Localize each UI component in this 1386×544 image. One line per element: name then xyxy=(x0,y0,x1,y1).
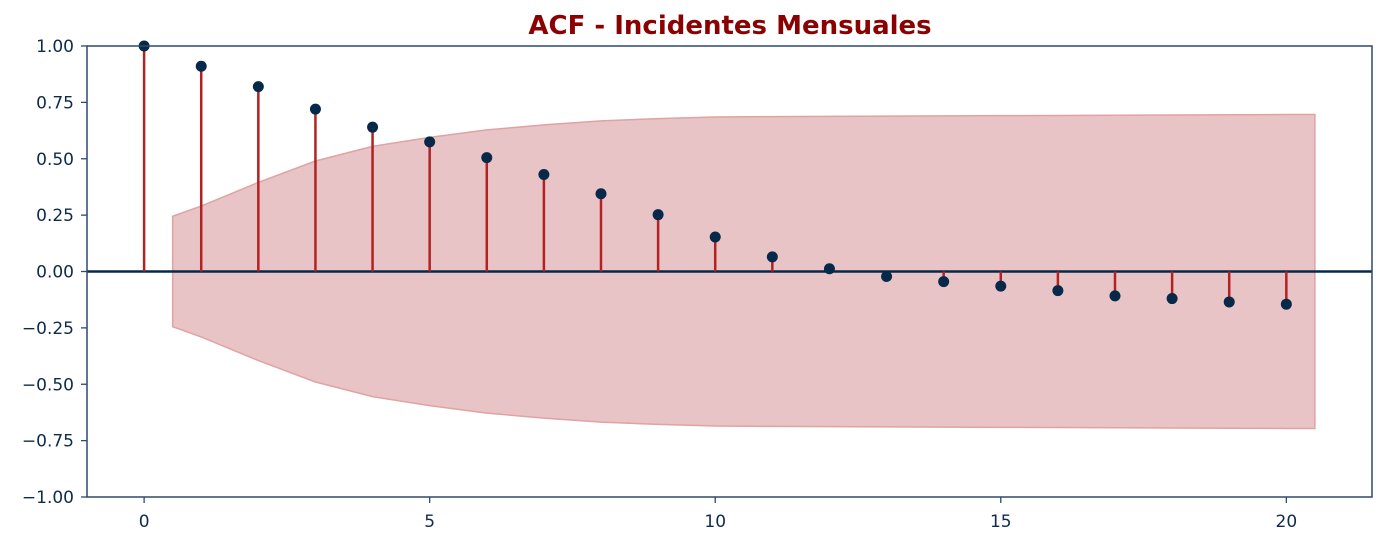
y-tick-label: −0.50 xyxy=(22,375,74,395)
x-tick-label: 10 xyxy=(704,512,726,532)
acf-marker xyxy=(1280,298,1292,310)
acf-lag-9 xyxy=(652,209,664,272)
acf-lag-1 xyxy=(195,60,207,272)
acf-marker xyxy=(195,60,207,72)
acf-lag-17 xyxy=(1109,271,1121,302)
acf-lag-11 xyxy=(766,251,778,272)
acf-marker xyxy=(252,81,264,93)
x-tick-label: 5 xyxy=(424,512,435,532)
acf-marker xyxy=(1223,296,1235,308)
y-tick-label: 0.75 xyxy=(36,93,74,113)
acf-marker xyxy=(481,152,493,164)
acf-lag-2 xyxy=(252,81,264,272)
acf-marker xyxy=(309,103,321,115)
x-tick-label: 20 xyxy=(1276,512,1298,532)
acf-lag-13 xyxy=(881,270,893,282)
acf-marker xyxy=(1166,293,1178,305)
acf-lag-6 xyxy=(481,152,493,272)
y-tick-label: 0.00 xyxy=(36,263,74,283)
acf-lag-4 xyxy=(367,121,379,272)
acf-marker xyxy=(595,188,607,200)
acf-lag-10 xyxy=(709,231,721,272)
acf-lag-15 xyxy=(995,271,1007,292)
acf-lag-18 xyxy=(1166,271,1178,305)
acf-lag-8 xyxy=(595,188,607,272)
acf-lag-0 xyxy=(138,40,150,272)
acf-lag-7 xyxy=(538,169,550,272)
acf-marker xyxy=(1109,290,1121,302)
acf-marker xyxy=(823,263,835,275)
y-tick-label: −1.00 xyxy=(22,488,74,508)
stem-layer xyxy=(138,40,1292,310)
y-tick-label: 1.00 xyxy=(36,37,74,57)
acf-marker xyxy=(652,209,664,221)
acf-lag-19 xyxy=(1223,271,1235,308)
x-tick-label: 15 xyxy=(990,512,1012,532)
acf-lag-5 xyxy=(424,136,436,272)
acf-marker xyxy=(938,276,950,288)
acf-marker xyxy=(538,169,550,181)
acf-lag-14 xyxy=(938,271,950,288)
acf-marker xyxy=(995,280,1007,292)
y-tick-label: 0.50 xyxy=(36,150,74,170)
acf-lag-16 xyxy=(1052,271,1064,297)
acf-lag-3 xyxy=(309,103,321,272)
acf-marker xyxy=(766,251,778,263)
y-tick-label: 0.25 xyxy=(36,206,74,226)
x-tick-label: 0 xyxy=(139,512,150,532)
acf-marker xyxy=(881,270,893,282)
acf-marker xyxy=(709,231,721,243)
acf-lag-12 xyxy=(823,263,835,275)
chart-title: ACF - Incidentes Mensuales xyxy=(528,11,931,41)
y-tick-label: −0.25 xyxy=(22,319,74,339)
tick-layer: 1.00 0.75 0.50 0.25 0.00 −0.25 −0.50 −0.75 −1.00… xyxy=(22,37,1297,532)
y-tick-label: −0.75 xyxy=(22,432,74,452)
acf-marker xyxy=(424,136,436,148)
acf-marker xyxy=(1052,285,1064,297)
acf-marker xyxy=(367,121,379,133)
acf-lag-20 xyxy=(1280,271,1292,310)
